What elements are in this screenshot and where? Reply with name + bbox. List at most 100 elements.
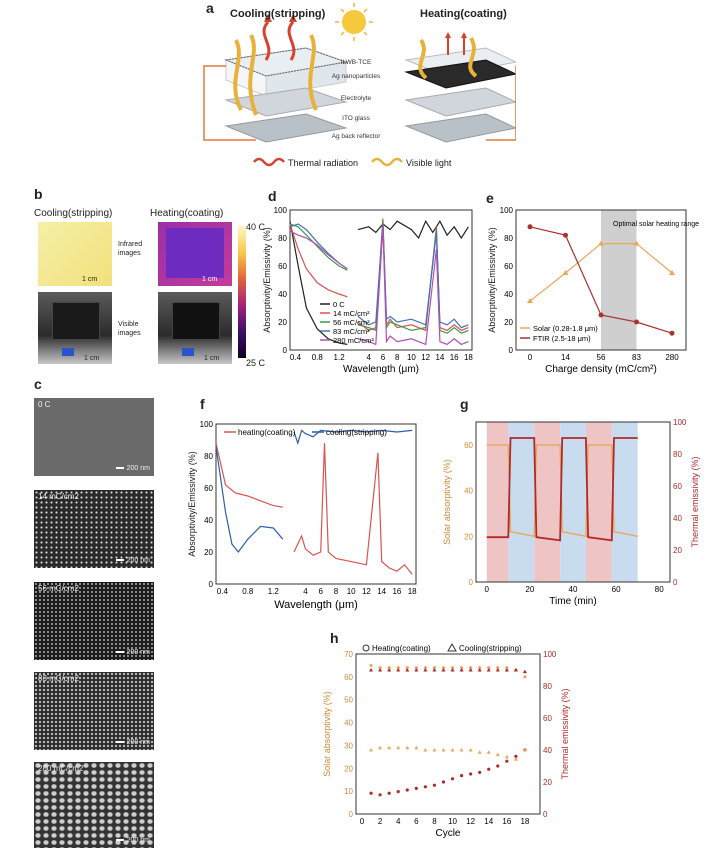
x-tick-label: 0.4 <box>217 587 229 596</box>
heating-solar-point <box>523 675 527 679</box>
cooling-thermal-point <box>369 668 374 672</box>
y-right-tick-label: 40 <box>673 514 682 523</box>
heated-sample-region <box>166 228 224 278</box>
cooling-thermal-point <box>423 668 428 672</box>
layer-label-4: ITO glass <box>342 115 370 122</box>
chart-f: 0 20 40 60 80 100 0.4 0.8 1.2 4 6 8 10 12 14 16 18 Wavele… <box>187 420 417 611</box>
x-axis-label: Cycle <box>435 828 460 839</box>
cooling-band <box>508 422 535 582</box>
cooling-band <box>611 422 638 582</box>
panel-label-f: f <box>200 396 205 412</box>
x-tick-label: 6 <box>414 817 419 826</box>
series-line <box>289 230 348 270</box>
y-right-tick-label: 60 <box>673 482 682 491</box>
right-device-stack <box>404 32 518 143</box>
y-left-tick-label: 20 <box>464 532 473 541</box>
heating-solar-point <box>478 666 482 670</box>
legend-visible-label: Visible light <box>406 158 452 168</box>
panel-a-left-title: Cooling(stripping) <box>230 8 326 20</box>
layer-label-2: Ag nanoparticles <box>332 73 381 80</box>
y-left-axis-label: Solar absorptivity (%) <box>322 691 332 777</box>
heating-solar-point <box>487 666 491 670</box>
schematic-panel-a: ILWB-TCE Ag nanoparticles Electrolyte IT… <box>196 0 518 180</box>
y-left-tick-label: 60 <box>344 673 353 682</box>
cooling-thermal-point <box>504 668 509 672</box>
heating-thermal-point <box>496 764 500 768</box>
visible-images-label: Visible images <box>118 321 141 337</box>
x-tick-label: 0.8 <box>242 587 254 596</box>
x-tick-label: 18 <box>464 353 473 362</box>
layer-label-1: ILWB-TCE <box>341 59 372 66</box>
heating-thermal-point <box>459 774 464 778</box>
y-axis-label: Absorptivity/Emissivity (%) <box>487 227 497 333</box>
x-tick-label: 40 <box>569 585 578 594</box>
legend-label: FTIR (2.5-18 μm) <box>533 334 591 343</box>
sem-label-0: 0 C <box>38 400 51 409</box>
x-axis-label: Wavelength (μm) <box>343 364 419 375</box>
x-tick-label: 14 <box>561 353 570 362</box>
data-point <box>669 270 675 275</box>
x-tick-label: 10 <box>407 353 416 362</box>
chart-g: 0 20 40 60 0 20 40 60 80 100 0 20 40 60 80 Time (min) So… <box>442 418 700 607</box>
optimal-range-band <box>601 210 637 350</box>
x-tick-label: 10 <box>448 817 457 826</box>
legend-label: 280 mC/cm² <box>333 336 374 345</box>
series-line <box>289 223 348 271</box>
cooling-solar-point <box>423 748 428 752</box>
data-point <box>669 330 675 336</box>
y-right-tick-label: 100 <box>673 418 687 427</box>
sem-label-3: 83 mC/cm2 <box>38 674 79 683</box>
cooling-thermal-point <box>414 668 419 672</box>
panel-label-e: e <box>486 190 494 206</box>
data-point <box>598 312 604 318</box>
sun-icon <box>335 3 373 41</box>
cooling-thermal-point <box>522 669 527 674</box>
y-right-tick-label: 20 <box>673 546 682 555</box>
sem-image-2: 56 mC/cm2 200 nm <box>34 582 154 661</box>
legend-label: Cooling(stripping) <box>459 644 522 653</box>
series-line <box>289 223 348 298</box>
y-right-tick-label: 0 <box>543 810 548 819</box>
cooling-thermal-point <box>468 668 473 672</box>
cooling-thermal-point <box>396 668 401 672</box>
heating-thermal-point <box>414 786 418 790</box>
y-left-tick-label: 50 <box>344 696 353 705</box>
panel-label-c: c <box>34 376 42 392</box>
heating-thermal-point <box>441 780 446 784</box>
y-left-tick-label: 30 <box>344 741 353 750</box>
sem-image-0: 0 C 200 nm <box>34 398 154 477</box>
visible-light-icon <box>371 157 403 167</box>
legend-label: Solar (0.28-1.8 μm) <box>533 324 598 333</box>
heating-band <box>585 422 612 582</box>
y-right-tick-label: 40 <box>543 746 552 755</box>
annotation: Optimal solar heating range <box>613 221 699 228</box>
heating-thermal-point <box>514 754 518 758</box>
x-tick-label: 1.2 <box>334 353 346 362</box>
visible-image-cooling: 1 cm <box>38 292 112 364</box>
data-point <box>634 319 639 325</box>
sem-image-4: 280 mC/cm2 200 nm <box>34 762 154 849</box>
y-axis-label: Absorptivity/Emissivity (%) <box>187 451 197 557</box>
series-line <box>357 226 469 346</box>
heating-solar-point <box>396 666 400 670</box>
x-tick-label: 10 <box>347 587 356 596</box>
heating-solar-point <box>369 663 373 668</box>
cooling-solar-point <box>513 757 518 761</box>
y-tick-label: 80 <box>278 234 287 243</box>
x-tick-label: 16 <box>502 817 511 826</box>
cooling-solar-point <box>432 748 437 752</box>
x-tick-label: 14 <box>435 353 444 362</box>
cooling-solar-point <box>441 748 446 752</box>
y-tick-label: 0 <box>283 346 288 355</box>
thermal-radiation-icon <box>253 157 285 167</box>
device-schematic: ILWB-TCE Ag nanoparticles Electrolyte IT… <box>203 3 518 168</box>
panel-label-b: b <box>34 186 43 202</box>
data-point <box>633 240 640 246</box>
cooling-thermal-point <box>405 668 410 672</box>
heating-thermal-point <box>387 791 391 795</box>
y-right-tick-label: 60 <box>543 714 552 723</box>
colorbar-max: 40 C <box>246 222 266 232</box>
cooling-thermal-point <box>513 668 518 672</box>
heating-solar-point <box>450 666 455 670</box>
series-line <box>293 429 413 446</box>
